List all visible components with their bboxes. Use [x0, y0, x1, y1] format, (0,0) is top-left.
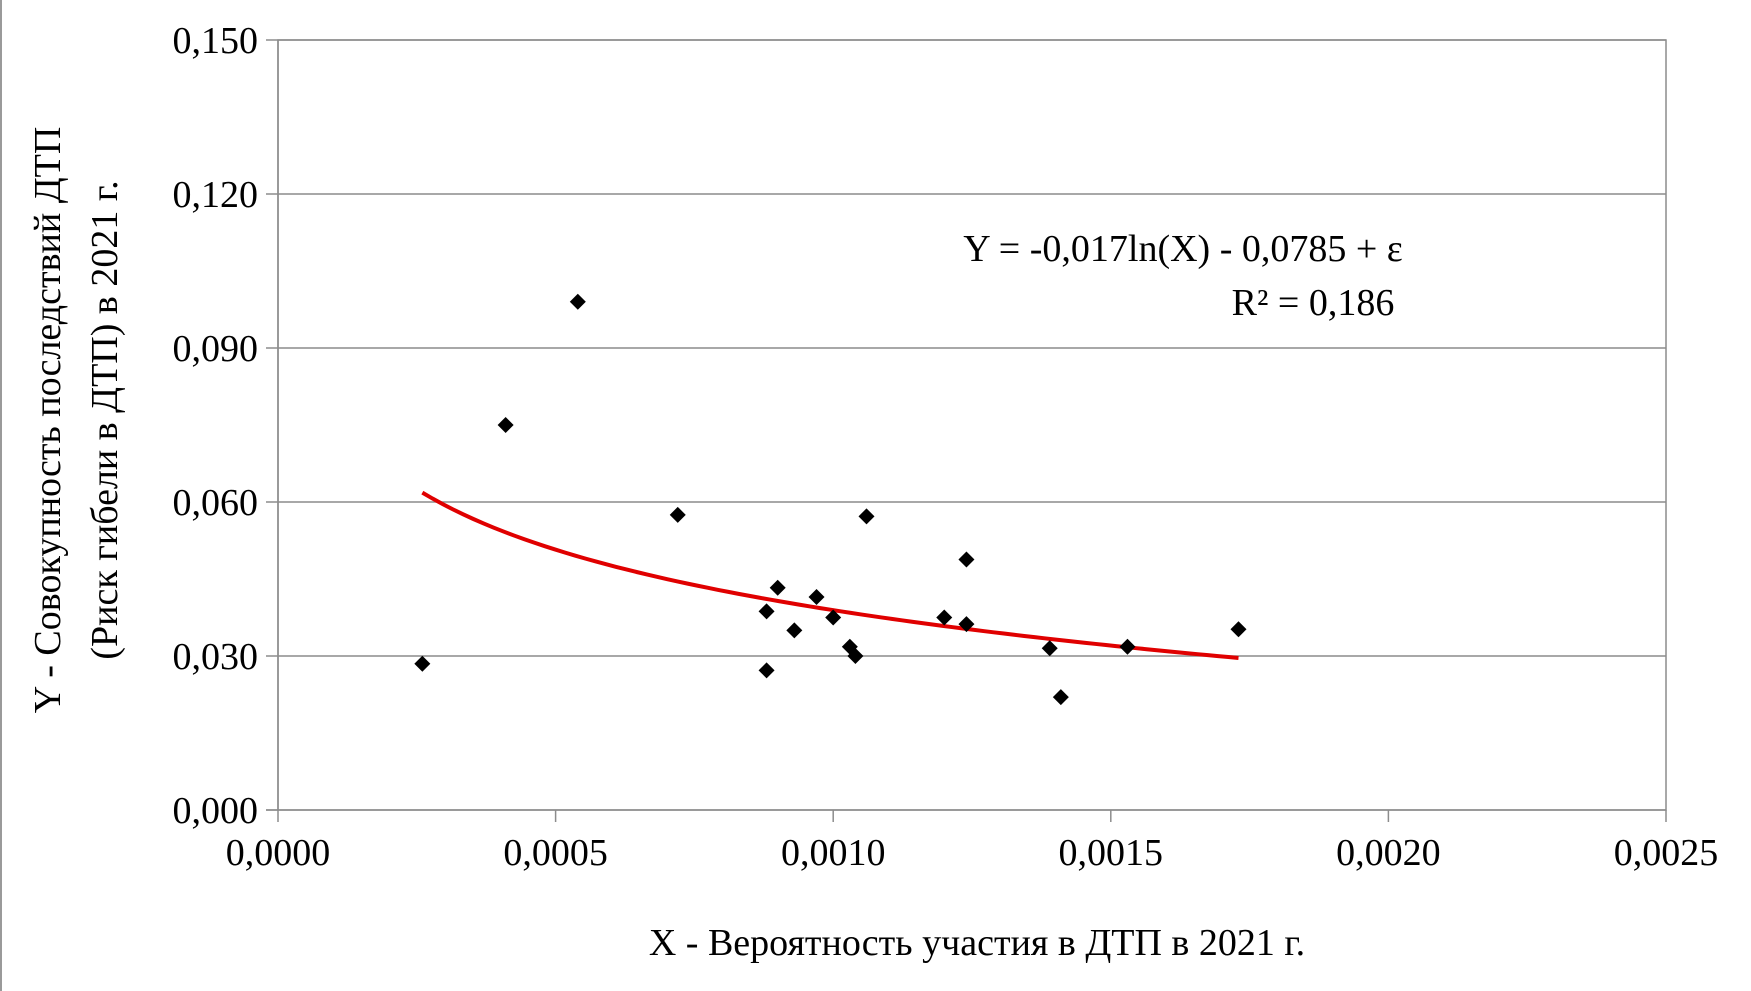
- data-point: [1052, 689, 1069, 706]
- data-point: [936, 609, 953, 626]
- data-point: [825, 609, 842, 626]
- data-point: [858, 508, 875, 525]
- axes: [266, 39, 1667, 822]
- x-tick-label: 0,0025: [1614, 832, 1719, 874]
- r-squared-annotation: R² = 0,186: [1232, 282, 1395, 324]
- y-tick-label: 0,000: [173, 790, 259, 832]
- x-tick-label: 0,0005: [503, 832, 608, 874]
- data-point: [414, 655, 431, 672]
- data-point: [569, 293, 586, 310]
- data-point: [769, 579, 786, 596]
- y-tick-label: 0,090: [173, 328, 259, 370]
- y-tick-label: 0,120: [173, 174, 259, 216]
- x-tick-labels: 0,0000 0,0005 0,0010 0,0015 0,0020 0,0025: [226, 832, 1719, 874]
- data-point: [669, 506, 686, 523]
- y-tick-label: 0,060: [173, 482, 259, 524]
- data-points: [414, 293, 1247, 706]
- x-tick-label: 0,0000: [226, 832, 331, 874]
- data-point: [758, 662, 775, 679]
- x-tick-label: 0,0010: [781, 832, 886, 874]
- data-point: [808, 588, 825, 605]
- data-point: [758, 603, 775, 620]
- data-point: [1119, 638, 1136, 655]
- data-point: [1230, 621, 1247, 638]
- data-point: [1041, 640, 1058, 657]
- data-point: [958, 551, 975, 568]
- y-axis-title-line-1: Y - Совокупность последствий ДТП: [27, 127, 69, 714]
- y-tick-labels: 0,000 0,030 0,060 0,090 0,120 0,150: [173, 20, 259, 832]
- x-tick-label: 0,0015: [1059, 832, 1164, 874]
- data-point: [786, 622, 803, 639]
- equation-annotation: Y = -0,017ln(X) - 0,0785 + ε: [963, 228, 1402, 270]
- y-tick-label: 0,030: [173, 636, 259, 678]
- data-point: [847, 648, 864, 664]
- x-tick-label: 0,0020: [1336, 832, 1441, 874]
- x-axis-title: X - Вероятность участия в ДТП в 2021 г.: [649, 922, 1305, 964]
- y-axis-title-line-2: (Риск гибели в ДТП) в 2021 г.: [84, 180, 126, 659]
- data-point: [497, 417, 514, 433]
- y-axis-title: Y - Совокупность последствий ДТП (Риск г…: [27, 127, 126, 714]
- trendline: [421, 490, 1239, 660]
- trendline-group: [421, 490, 1239, 660]
- y-tick-label: 0,150: [173, 20, 259, 62]
- data-point: [958, 616, 975, 633]
